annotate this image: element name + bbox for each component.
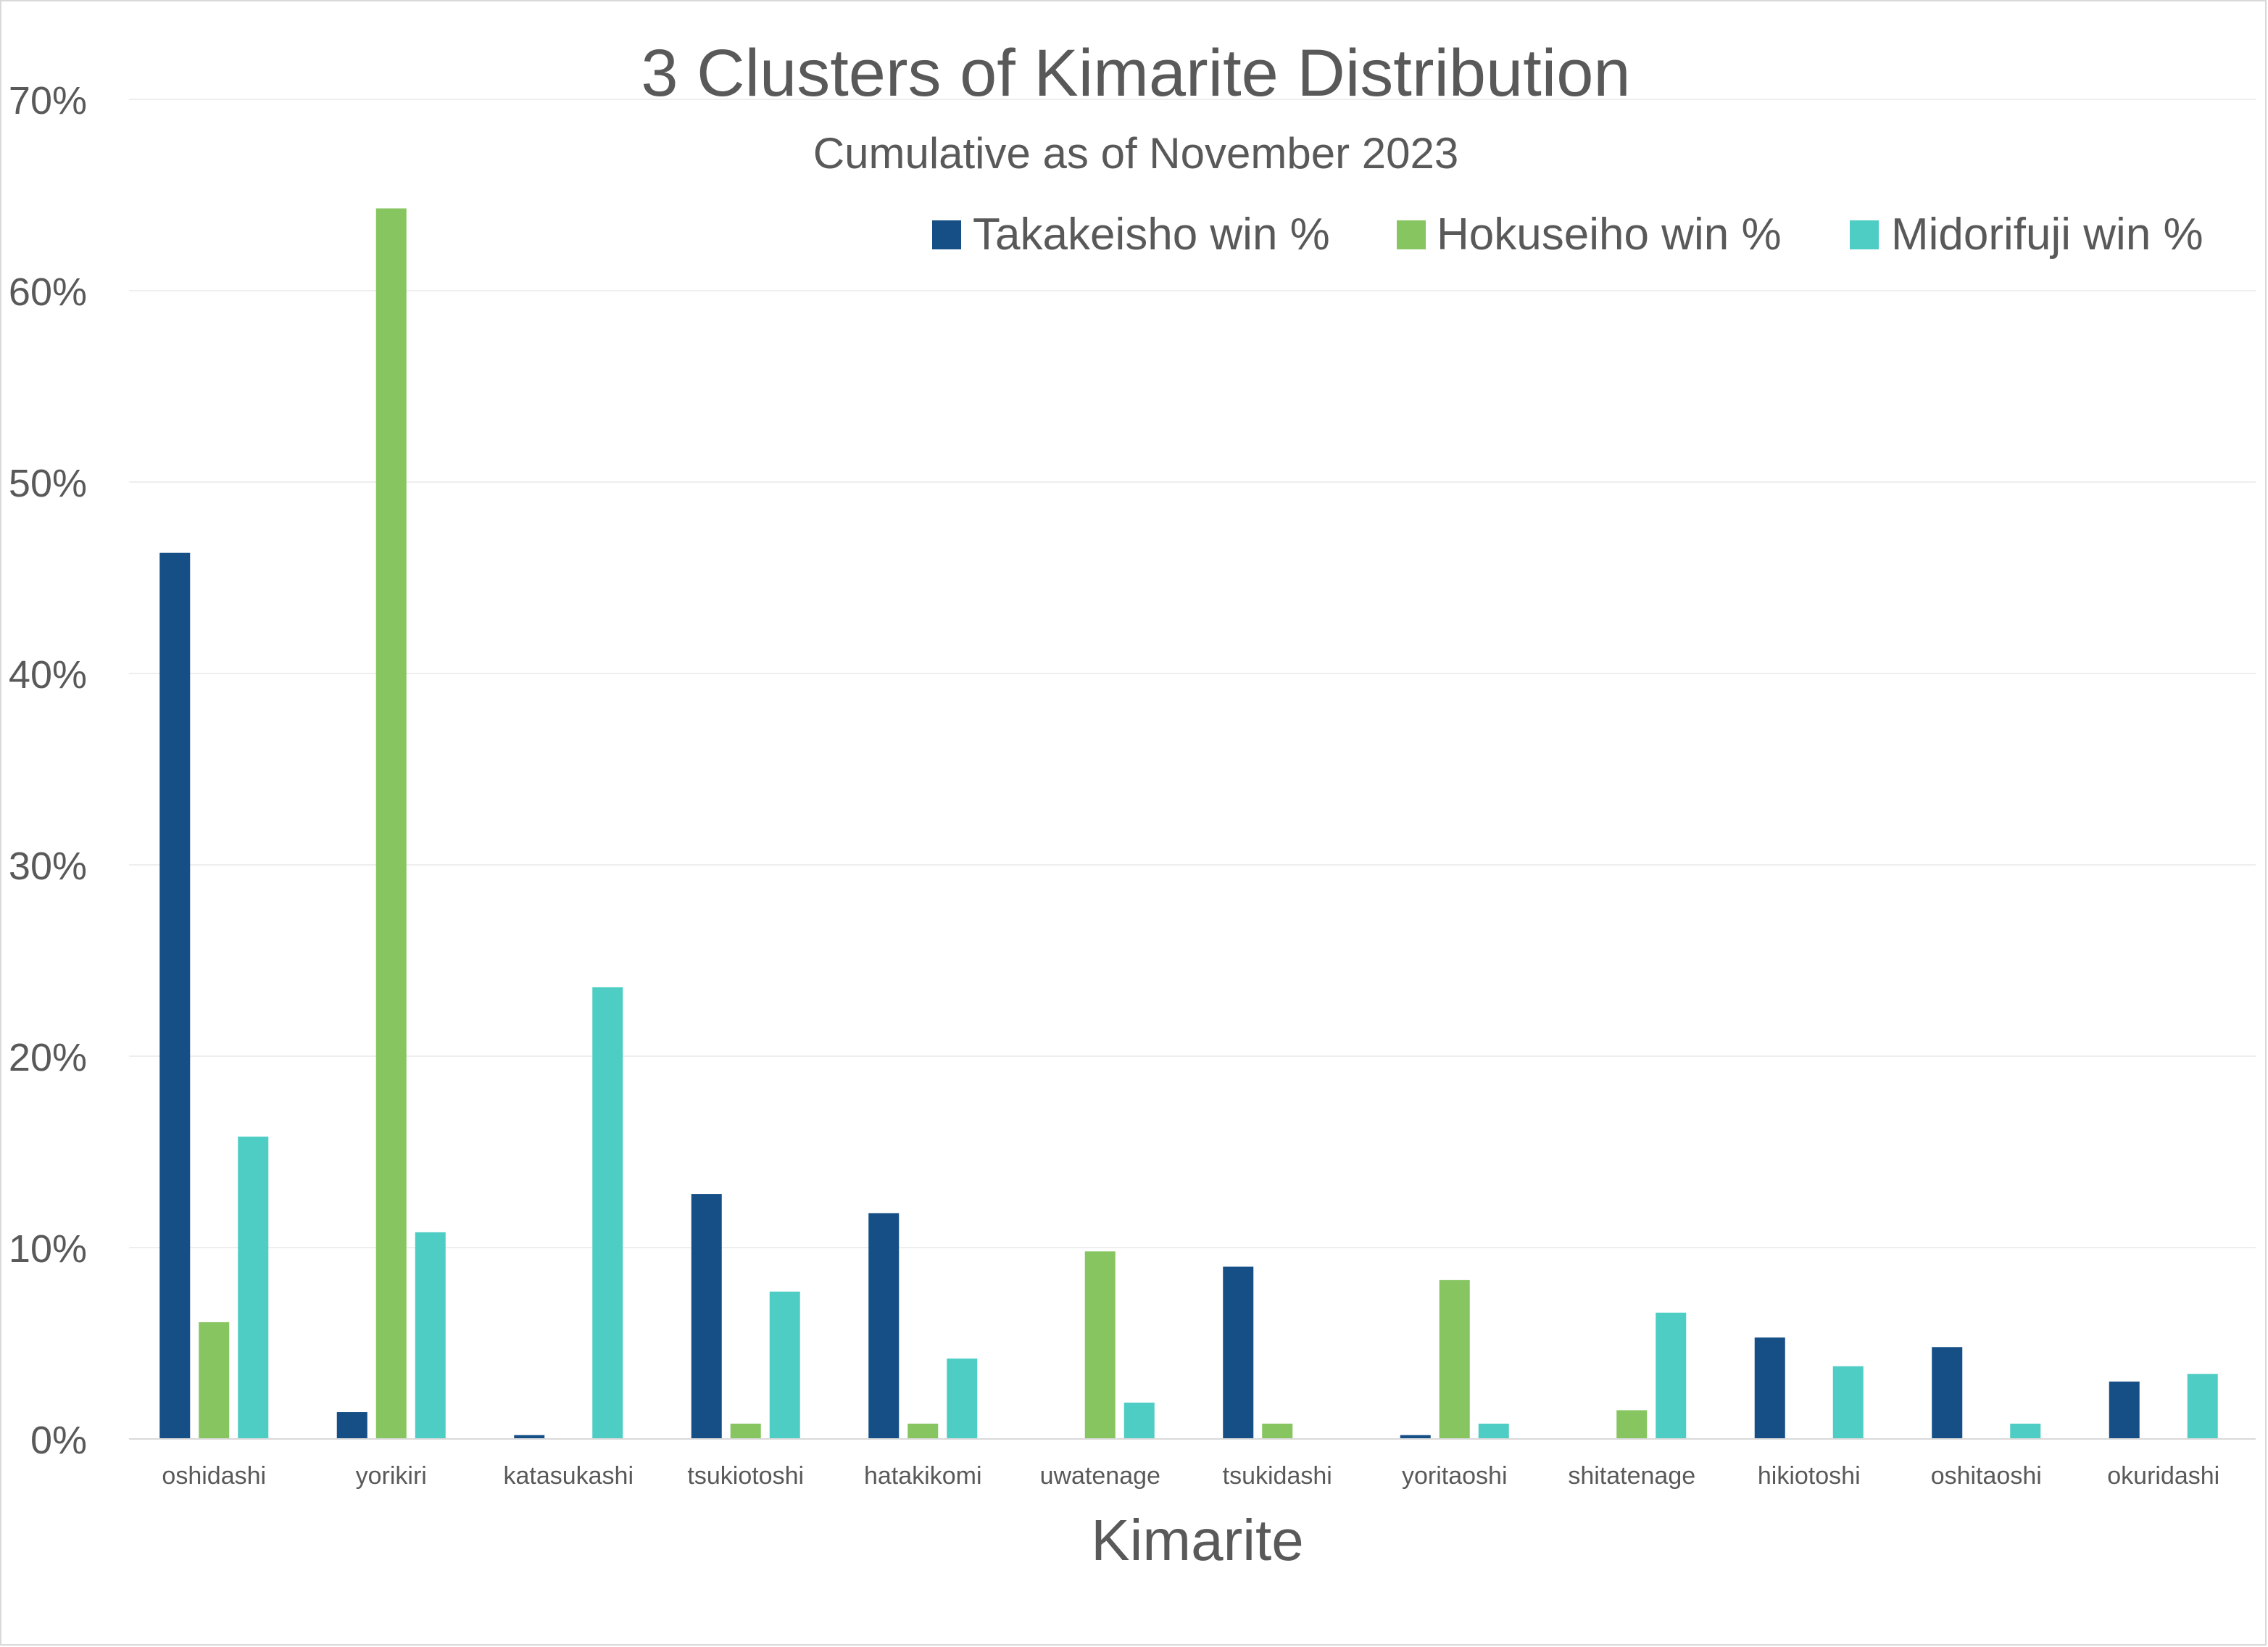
bar-midorifuji-win-hatakikomi	[947, 1358, 978, 1439]
x-tick-label-oshitaoshi: oshitaoshi	[1931, 1462, 2042, 1490]
x-tick-label-shitatenage: shitatenage	[1568, 1462, 1695, 1490]
bar-takakeisho-win-tsukiotoshi	[691, 1194, 722, 1439]
gridlines	[129, 99, 2256, 1248]
y-tick-label: 10%	[9, 1227, 87, 1271]
legend-label-midorifuji: Midorifuji win %	[1891, 209, 2203, 260]
x-tick-label-tsukiotoshi: tsukiotoshi	[687, 1462, 804, 1490]
legend-label-hokuseiho: Hokuseiho win %	[1437, 209, 1782, 260]
x-tick-label-katasukashi: katasukashi	[503, 1462, 634, 1490]
legend-swatch-midorifuji	[1850, 220, 1879, 249]
bar-hokuseiho-win-shitatenage	[1616, 1410, 1648, 1439]
bar-hokuseiho-win-oshidashi	[199, 1322, 230, 1439]
x-tick-label-uwatenage: uwatenage	[1040, 1462, 1160, 1490]
y-tick-label: 30%	[9, 845, 87, 888]
bar-takakeisho-win-hikiotoshi	[1754, 1337, 1785, 1439]
bar-takakeisho-win-katasukashi	[514, 1435, 545, 1439]
bar-midorifuji-win-oshidashi	[238, 1136, 269, 1439]
x-tick-labels: oshidashi yorikiri katasukashi tsukiotoshi h…	[162, 1462, 2219, 1490]
bar-midorifuji-win-tsukiotoshi	[769, 1291, 800, 1439]
x-tick-label-okuridashi: okuridashi	[2107, 1462, 2219, 1490]
bar-takakeisho-win-hatakikomi	[868, 1213, 900, 1439]
legend: Takakeisho win % Hokuseiho win % Midorif…	[932, 209, 2203, 260]
y-tick-label: 0%	[30, 1419, 87, 1462]
bar-hokuseiho-win-yorikiri	[375, 208, 407, 1440]
bar-midorifuji-win-shitatenage	[1656, 1312, 1687, 1439]
bar-midorifuji-win-yoritaoshi	[1478, 1423, 1509, 1439]
x-tick-label-yorikiri: yorikiri	[356, 1462, 427, 1490]
bar-midorifuji-win-uwatenage	[1123, 1402, 1155, 1439]
bar-takakeisho-win-okuridashi	[2109, 1381, 2140, 1439]
bar-hokuseiho-win-tsukiotoshi	[730, 1423, 761, 1439]
y-tick-label: 40%	[9, 653, 87, 697]
y-tick-label: 60%	[9, 270, 87, 314]
x-tick-label-oshidashi: oshidashi	[162, 1462, 266, 1490]
chart-subtitle: Cumulative as of November 2023	[813, 129, 1458, 178]
bar-midorifuji-win-katasukashi	[592, 987, 623, 1439]
bars	[159, 208, 2218, 1440]
chart-title: 3 Clusters of Kimarite Distribution	[641, 36, 1630, 110]
x-tick-label-yoritaoshi: yoritaoshi	[1402, 1462, 1508, 1490]
bar-midorifuji-win-hikiotoshi	[1832, 1366, 1864, 1439]
legend-label-takakeisho: Takakeisho win %	[973, 209, 1330, 260]
y-tick-labels: 0% 10% 20% 30% 40% 50% 60% 70%	[9, 79, 87, 1462]
legend-swatch-takakeisho	[932, 220, 961, 249]
y-tick-label: 70%	[9, 79, 87, 123]
bar-takakeisho-win-oshidashi	[159, 552, 191, 1440]
bar-takakeisho-win-yorikiri	[336, 1412, 367, 1439]
x-tick-label-hatakikomi: hatakikomi	[864, 1462, 982, 1490]
x-tick-label-hikiotoshi: hikiotoshi	[1758, 1462, 1861, 1490]
bar-hokuseiho-win-uwatenage	[1084, 1251, 1116, 1439]
bar-hokuseiho-win-hatakikomi	[907, 1423, 939, 1439]
bar-takakeisho-win-yoritaoshi	[1400, 1435, 1431, 1439]
bar-hokuseiho-win-tsukidashi	[1262, 1423, 1293, 1439]
x-tick-label-tsukidashi: tsukidashi	[1223, 1462, 1332, 1490]
x-axis-title: Kimarite	[1091, 1508, 1303, 1572]
bar-midorifuji-win-oshitaoshi	[2010, 1423, 2041, 1439]
legend-swatch-hokuseiho	[1397, 220, 1426, 249]
bar-takakeisho-win-oshitaoshi	[1932, 1347, 1963, 1439]
bar-midorifuji-win-okuridashi	[2187, 1374, 2218, 1439]
bar-midorifuji-win-yorikiri	[415, 1232, 446, 1439]
y-tick-label: 50%	[9, 462, 87, 505]
y-tick-label: 20%	[9, 1036, 87, 1079]
bar-takakeisho-win-tsukidashi	[1223, 1266, 1254, 1439]
bar-hokuseiho-win-yoritaoshi	[1439, 1279, 1470, 1439]
